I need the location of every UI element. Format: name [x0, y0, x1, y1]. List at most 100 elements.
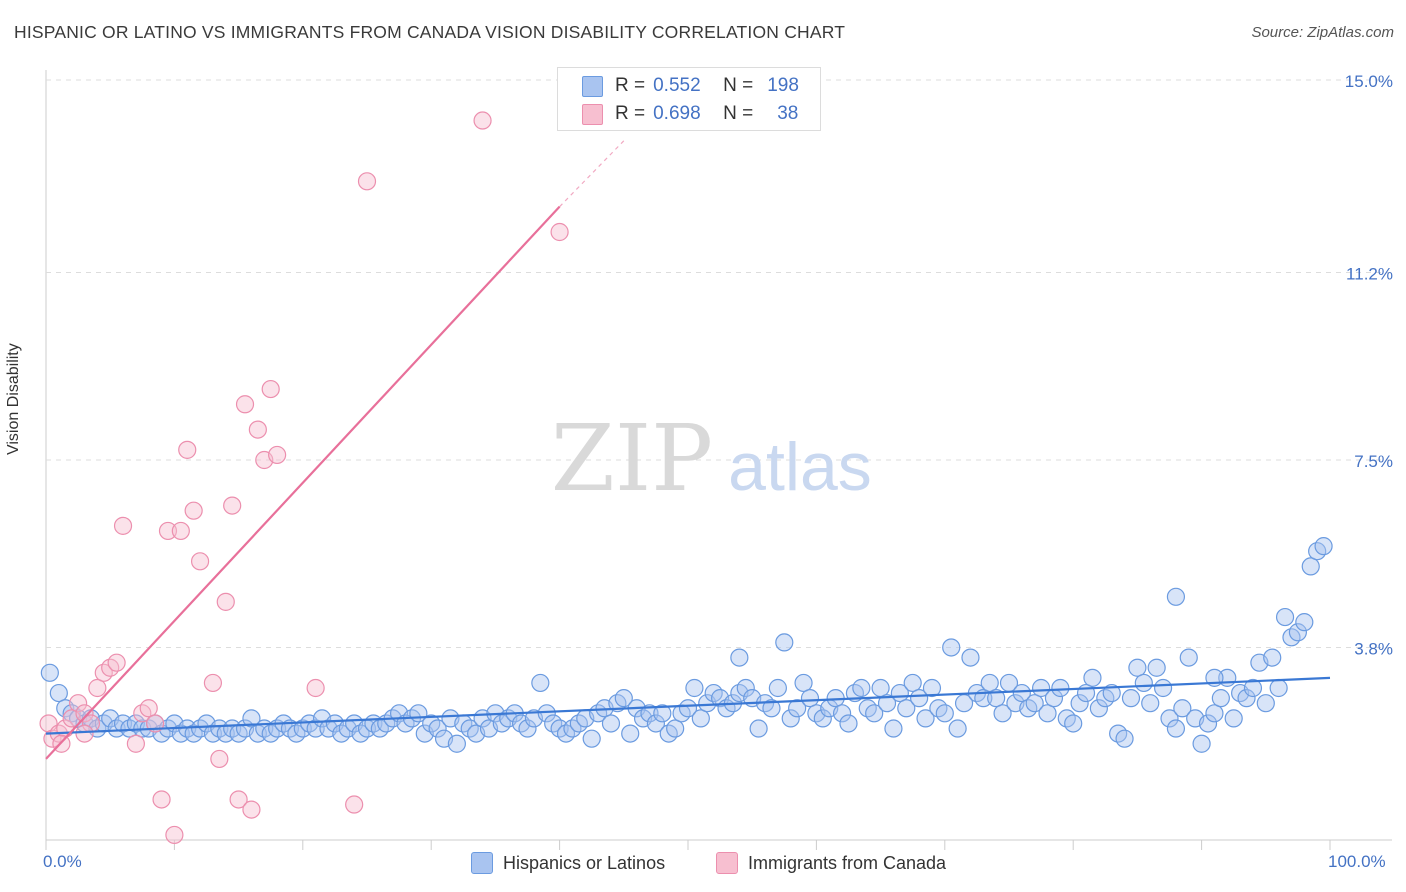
data-point-hispanics [1192, 734, 1211, 753]
data-point-hispanics [1102, 683, 1121, 703]
data-point-hispanics [987, 689, 1006, 708]
data-point-hispanics [961, 648, 980, 667]
y-tick-label: 3.8% [1354, 639, 1393, 658]
data-point-canada [248, 420, 267, 439]
data-point-hispanics [518, 719, 537, 738]
data-point-hispanics [768, 678, 787, 698]
data-point-hispanics [1134, 673, 1153, 693]
y-axis-tick-labels: 3.8% 7.5% 11.2% 15.0% [1345, 72, 1393, 658]
trend-lines [45, 140, 1331, 760]
data-point-hispanics [775, 633, 794, 652]
data-point-hispanics [691, 709, 710, 728]
trend-line-hispanics [45, 676, 1331, 735]
data-point-hispanics [762, 699, 781, 718]
data-point-hispanics [621, 724, 640, 743]
data-point-canada [152, 790, 171, 809]
data-point-hispanics [1263, 648, 1282, 667]
data-point-canada [113, 516, 133, 535]
data-point-canada [242, 800, 261, 819]
data-point-hispanics [1173, 699, 1192, 718]
series-canada-points [39, 111, 569, 845]
x-tick-label-max: 100.0% [1328, 852, 1386, 871]
data-point-canada [229, 790, 248, 809]
data-point-hispanics [1314, 537, 1333, 556]
legend-label-hispanics: Hispanics or Latinos [503, 852, 666, 873]
data-point-hispanics [1198, 714, 1218, 733]
data-point-hispanics [601, 714, 621, 733]
r-label: R = [615, 75, 646, 96]
data-point-hispanics [447, 734, 466, 753]
series-legend: Hispanics or Latinos Immigrants from Can… [0, 852, 1406, 878]
watermark-zip: ZIP [551, 405, 713, 512]
data-point-hispanics [1051, 678, 1070, 698]
data-point-canada [223, 496, 242, 515]
data-point-hispanics [1256, 694, 1275, 713]
n-value: 198 [767, 75, 799, 96]
n-value: 38 [777, 103, 799, 124]
data-point-hispanics [306, 719, 325, 738]
data-point-hispanics [1115, 729, 1134, 748]
legend-item-canada[interactable]: Immigrants from Canada [716, 852, 946, 874]
data-point-canada [107, 653, 126, 672]
legend-row-hispanics: R = 0.552 N = 198 [582, 73, 799, 99]
watermark: ZIP atlas [551, 405, 872, 512]
y-tick-label: 15.0% [1345, 72, 1393, 91]
data-point-hispanics [1012, 683, 1031, 703]
data-point-hispanics [922, 678, 942, 698]
data-point-hispanics [935, 704, 954, 723]
data-point-hispanics [1295, 613, 1314, 632]
data-point-hispanics [903, 673, 922, 693]
data-point-hispanics [813, 709, 832, 728]
chart-title: HISPANIC OR LATINO VS IMMIGRANTS FROM CA… [14, 22, 846, 42]
data-point-hispanics [897, 699, 916, 718]
data-point-canada [158, 521, 178, 541]
data-point-hispanics [852, 678, 871, 698]
data-point-hispanics [531, 673, 550, 693]
trend-line-canada-extension [559, 140, 625, 208]
data-point-hispanics [736, 678, 755, 698]
data-point-canada [550, 222, 569, 242]
legend-swatch-pink [716, 852, 738, 874]
data-point-hispanics [646, 714, 666, 733]
data-point-hispanics [800, 689, 820, 708]
data-point-hispanics [582, 729, 601, 748]
data-point-hispanics [1153, 678, 1173, 698]
data-point-canada [75, 724, 94, 743]
data-point-hispanics [1025, 694, 1044, 713]
data-point-hispanics [685, 678, 704, 698]
y-tick-label: 11.2% [1346, 265, 1393, 284]
legend-row-canada: R = 0.698 N = 38 [582, 101, 798, 127]
data-point-hispanics [1070, 694, 1089, 713]
data-point-hispanics [1031, 678, 1051, 698]
x-axis-ticks [45, 840, 1331, 850]
data-point-hispanics [865, 704, 884, 723]
data-point-hispanics [1269, 678, 1288, 698]
data-point-hispanics [678, 699, 698, 718]
data-point-canada [165, 825, 184, 845]
data-point-canada [357, 172, 377, 191]
data-point-hispanics [1179, 648, 1198, 667]
legend-item-hispanics[interactable]: Hispanics or Latinos [471, 852, 665, 874]
data-point-hispanics [980, 673, 999, 693]
data-point-hispanics [788, 699, 807, 718]
data-point-canada [190, 552, 210, 571]
data-point-canada [473, 111, 492, 130]
legend-label-canada: Immigrants from Canada [748, 852, 947, 873]
data-point-hispanics [871, 678, 890, 698]
legend-swatch-blue [582, 75, 603, 97]
data-point-hispanics [1275, 607, 1295, 627]
r-value: 0.552 [653, 75, 701, 96]
data-point-hispanics [1205, 704, 1224, 723]
data-point-hispanics [910, 689, 929, 708]
data-point-canada [345, 795, 364, 814]
data-point-hispanics [730, 648, 749, 667]
data-point-hispanics [839, 714, 858, 733]
data-point-hispanics [1237, 689, 1256, 708]
data-point-canada [126, 734, 145, 753]
data-point-hispanics [1089, 699, 1108, 718]
r-label: R = [615, 103, 646, 124]
data-point-canada [306, 678, 325, 698]
n-label: N = [723, 103, 754, 124]
data-point-canada [75, 704, 94, 723]
